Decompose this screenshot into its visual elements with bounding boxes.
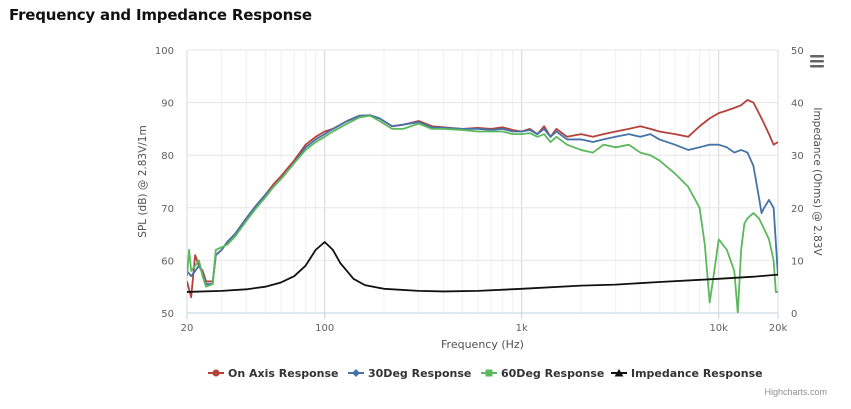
legend-label: 60Deg Response xyxy=(501,367,604,380)
x-tick-label: 10k xyxy=(709,323,728,334)
x-tick-label: 20k xyxy=(769,323,788,334)
series-line-impedance-response xyxy=(187,242,778,292)
y2-tick-label: 0 xyxy=(791,309,797,320)
legend-label: Impedance Response xyxy=(631,367,763,380)
y2-tick-label: 10 xyxy=(791,256,804,267)
legend-item-30deg-response[interactable]: 30Deg Response xyxy=(348,367,471,380)
legend-item-on-axis-response[interactable]: On Axis Response xyxy=(208,367,339,380)
legend-item-60deg-response[interactable]: 60Deg Response xyxy=(481,367,604,380)
legend-item-impedance-response[interactable]: Impedance Response xyxy=(611,367,763,380)
y-tick-label: 70 xyxy=(161,204,174,215)
legend-label: On Axis Response xyxy=(228,367,339,380)
y-tick-label: 50 xyxy=(161,309,174,320)
axes: 20 100 1k 10k 20k 50 60 70 80 90 100 0 10 20 30 40 50 Fre… xyxy=(137,46,823,351)
legend-marker-diamond xyxy=(352,369,360,377)
legend-marker-square xyxy=(486,370,493,377)
y2-tick-label: 20 xyxy=(791,204,804,215)
hamburger-menu-icon[interactable] xyxy=(808,52,826,70)
series xyxy=(187,100,778,313)
y-axis-title: SPL (dB) @ 2.83V/1m xyxy=(137,125,149,237)
x-tick-label: 100 xyxy=(315,323,334,334)
series-line-30deg-response xyxy=(187,115,778,284)
y2-tick-label: 40 xyxy=(791,99,804,110)
y-tick-label: 80 xyxy=(161,151,174,162)
credits-link[interactable]: Highcharts.com xyxy=(764,387,827,397)
legend-marker-circle xyxy=(213,370,220,377)
y2-axis-title: Impedance (Ohms) @ 2.83V xyxy=(811,107,823,256)
y2-tick-label: 30 xyxy=(791,151,804,162)
y-tick-label: 60 xyxy=(161,256,174,267)
y-tick-label: 90 xyxy=(161,99,174,110)
legend[interactable]: On Axis Response 30Deg Response 60Deg Resp… xyxy=(208,367,763,380)
y2-tick-label: 50 xyxy=(791,46,804,57)
x-tick-label: 1k xyxy=(516,323,528,334)
y-tick-label: 100 xyxy=(155,46,174,57)
legend-label: 30Deg Response xyxy=(368,367,471,380)
x-axis-title: Frequency (Hz) xyxy=(441,338,524,351)
x-tick-label: 20 xyxy=(181,323,194,334)
